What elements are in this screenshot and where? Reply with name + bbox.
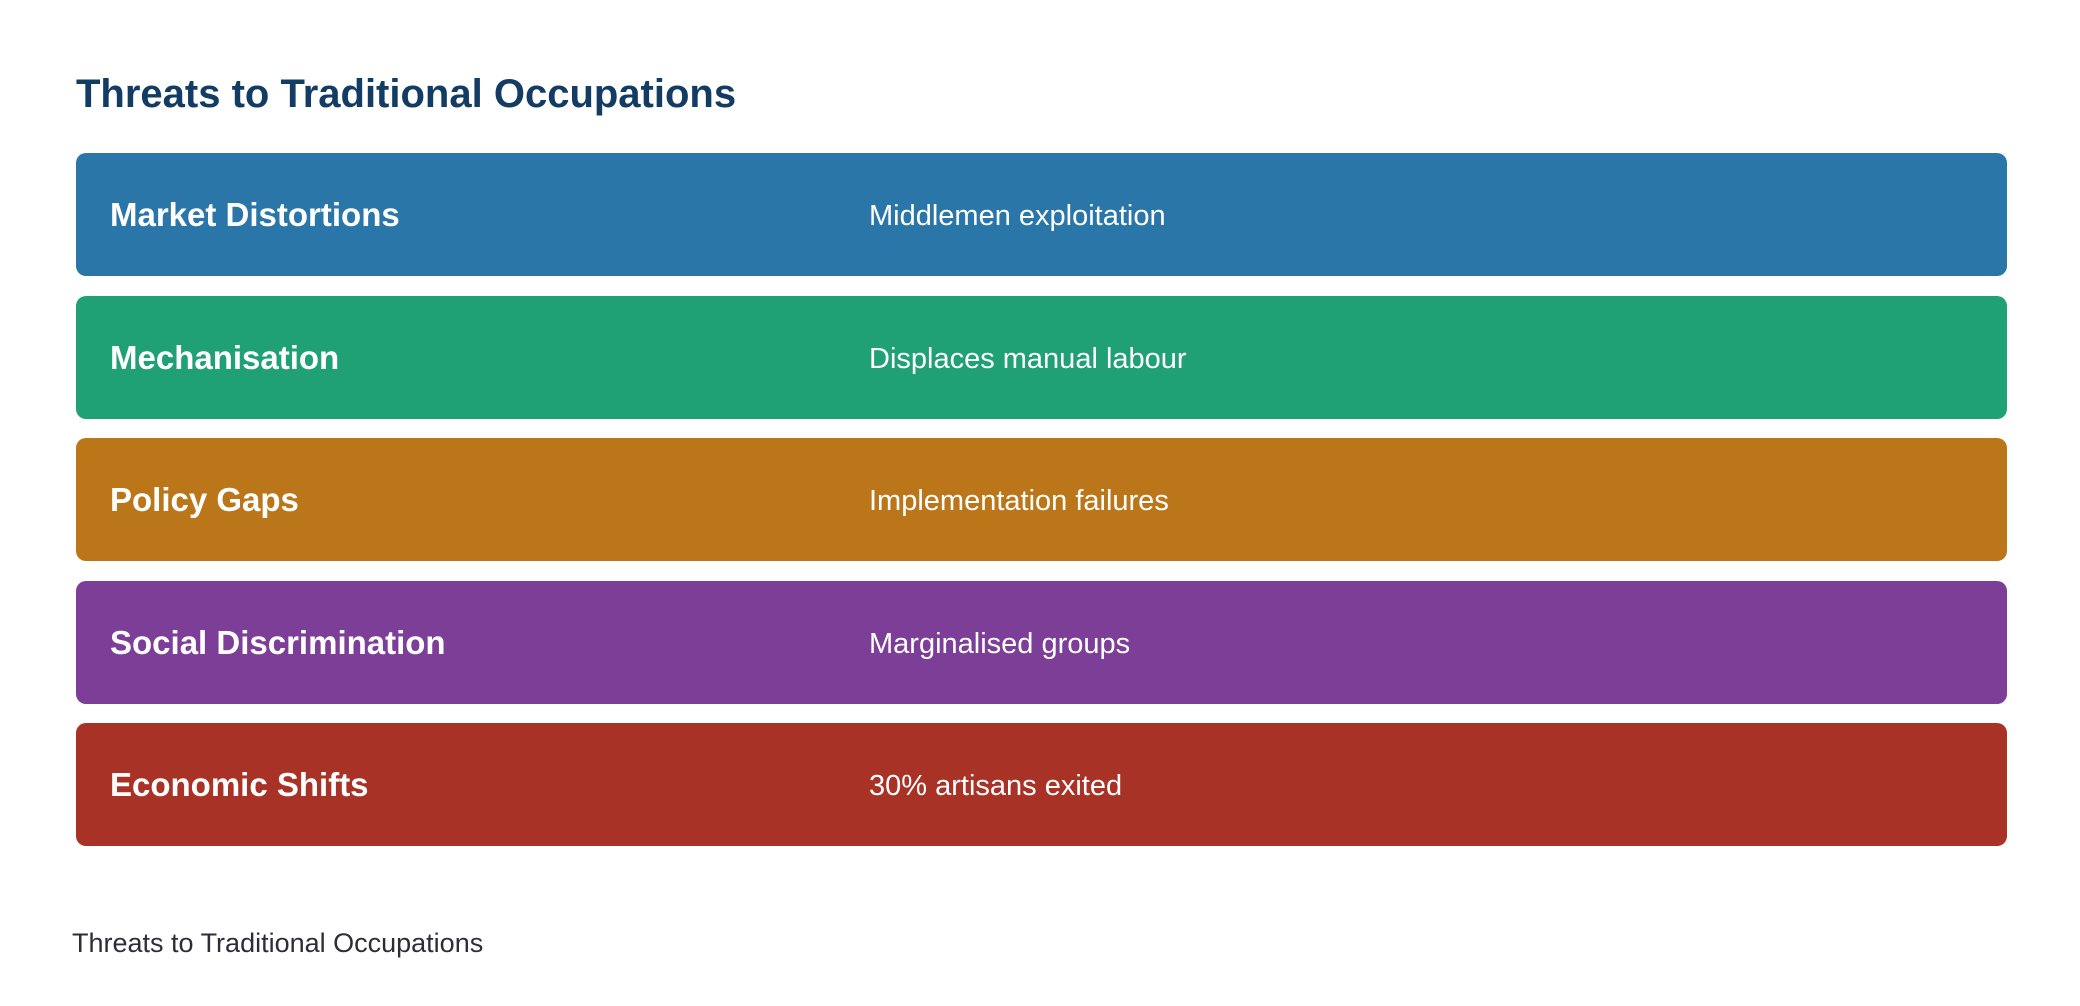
threat-label: Economic Shifts: [110, 766, 369, 804]
threat-row: Social Discrimination Marginalised groups: [76, 580, 2007, 704]
threat-row: Mechanisation Displaces manual labour: [76, 295, 2007, 419]
threat-description: Marginalised groups: [869, 627, 1131, 660]
threat-row: Market Distortions Middlemen exploitation: [76, 153, 2007, 276]
threat-label: Social Discrimination: [110, 623, 446, 661]
threat-row: Economic Shifts 30% artisans exited: [76, 723, 2007, 847]
threat-list: Market Distortions Middlemen exploitation…: [76, 153, 2007, 866]
caption: Threats to Traditional Occupations: [72, 928, 484, 958]
page-title: Threats to Traditional Occupations: [76, 72, 737, 116]
threat-label: Mechanisation: [110, 338, 340, 376]
threat-description: Middlemen exploitation: [869, 200, 1166, 232]
threat-description: Implementation failures: [869, 485, 1169, 518]
threat-label: Policy Gaps: [110, 481, 299, 519]
threat-row: Policy Gaps Implementation failures: [76, 438, 2007, 562]
threat-description: Displaces manual labour: [869, 342, 1187, 375]
threat-label: Market Distortions: [110, 196, 400, 233]
threat-description: 30% artisans exited: [869, 770, 1123, 803]
